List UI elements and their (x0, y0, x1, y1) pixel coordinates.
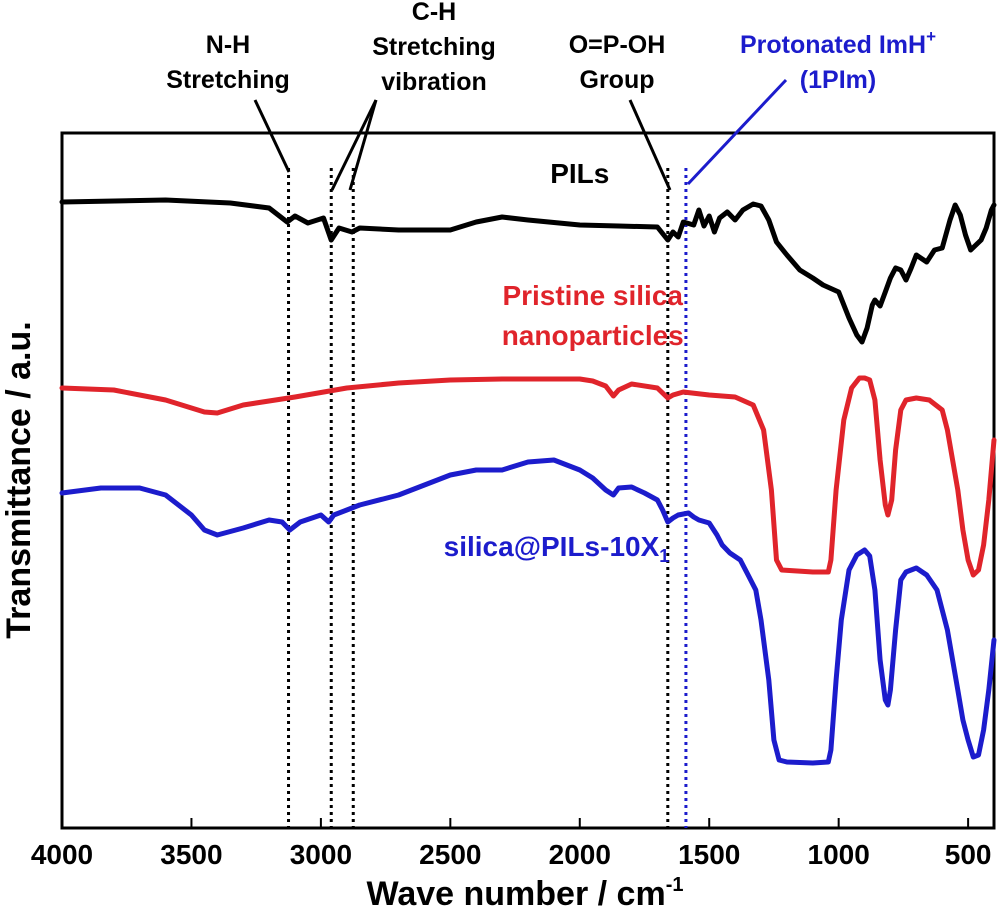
annotation-line: C-H (412, 0, 456, 26)
x-axis-title-text: Wave number / cm (367, 875, 666, 913)
annotation-label: vibration (381, 68, 487, 96)
series-label-text: silica@PILs-10X (444, 531, 660, 562)
annotation-label: Stretching (166, 66, 290, 94)
x-tick-label: 2500 (419, 839, 481, 870)
x-tick-label: 2000 (549, 839, 611, 870)
annotation-line: Stretching (166, 66, 290, 94)
annotation-line: O=P-OH (569, 31, 666, 59)
annotation-superscript: + (926, 27, 936, 46)
series-label: silica@PILs-10X1 (444, 531, 670, 566)
annotation-line: (1PIm) (800, 66, 876, 94)
series-label-text: PILs (550, 158, 609, 189)
annotation-label: C-H (412, 0, 456, 26)
series-label-subscript: 1 (659, 546, 669, 566)
series-line-0 (59, 197, 997, 345)
annotation-label: Stretching (372, 33, 496, 61)
annotation-line: Protonated ImH (740, 31, 926, 59)
annotation-leader-line (628, 99, 672, 191)
x-axis-title: Wave number / cm-1 (367, 874, 684, 913)
x-axis-title-superscript: -1 (666, 874, 684, 896)
series-label-text: Pristine silica (502, 280, 683, 311)
annotation-leader-line (330, 99, 378, 191)
x-tick-label: 4000 (31, 839, 93, 870)
annotation-line: Stretching (372, 33, 496, 61)
x-ticks: 4000 3500 3000 2500 2000 1500 1000 500 (31, 818, 992, 870)
series-label: Pristine silica (502, 280, 683, 311)
x-tick-label: 500 (945, 839, 992, 870)
annotation-label: O=P-OH (569, 31, 666, 59)
annotation-leader-line (348, 99, 378, 191)
annotation-line: vibration (381, 68, 487, 96)
annotation-leader-line (686, 78, 788, 186)
series-label: nanoparticles (502, 320, 684, 351)
x-tick-label: 3500 (160, 839, 222, 870)
annotation-line: N-H (206, 31, 250, 59)
annotation-label: Protonated ImH+ (740, 27, 936, 59)
annotations: N-H Stretching C-H Stretching vibration O=P-O… (166, 0, 936, 191)
marker-lines (287, 168, 688, 828)
annotation-label: Group (580, 66, 655, 94)
x-tick-label: 3000 (290, 839, 352, 870)
annotation-label: (1PIm) (800, 66, 876, 94)
series-line-1 (59, 375, 997, 578)
annotation-label: N-H (206, 31, 250, 59)
series-line-2 (59, 457, 997, 766)
y-axis-title: Transmittance / a.u. (0, 321, 38, 638)
series-label: PILs (550, 158, 609, 189)
annotation-line: Group (580, 66, 655, 94)
series-label-text: nanoparticles (502, 320, 684, 351)
x-tick-label: 1500 (678, 839, 740, 870)
annotation-leader-line (253, 99, 291, 173)
series-labels: PILs Pristine silica nanoparticles silica@P… (444, 158, 684, 566)
plot-frame (60, 131, 996, 830)
x-tick-label: 1000 (808, 839, 870, 870)
series-layer (59, 197, 997, 766)
